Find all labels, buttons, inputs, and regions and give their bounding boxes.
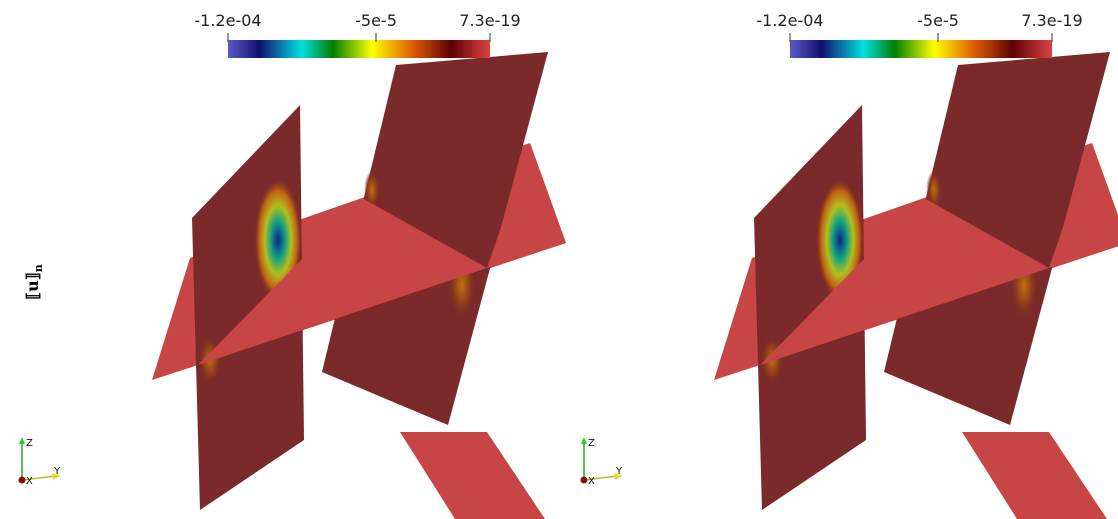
axis-label: Y xyxy=(615,466,623,477)
axis-z-head xyxy=(19,437,25,444)
label-subscript: n xyxy=(32,264,45,272)
axis-y xyxy=(583,475,619,481)
colorbar-label: -1.2e-04 xyxy=(194,11,261,30)
colorbar-label: -5e-5 xyxy=(917,11,959,30)
axis-label: X xyxy=(588,476,595,487)
panel: -1.2e-04 -5e-5 7.3e-19 Z X Y xyxy=(580,11,1118,519)
side-label-text: ⟦u⟧n xyxy=(23,264,45,299)
colorbar-label: -1.2e-04 xyxy=(756,11,823,30)
axes-triad: Z X Y xyxy=(580,437,623,487)
colorbar-label: -5e-5 xyxy=(355,11,397,30)
axis-label: Y xyxy=(53,466,61,477)
axis-y-head xyxy=(52,473,60,480)
colorbar xyxy=(790,40,1052,58)
label-main: ⟦u⟧ xyxy=(23,272,42,299)
axes-triad: Z X Y xyxy=(18,437,61,487)
axis-x xyxy=(580,476,588,484)
axis-label: X xyxy=(26,476,33,487)
axis-x xyxy=(18,476,26,484)
scene xyxy=(714,52,1118,519)
side-label: ⟦u⟧n xyxy=(23,264,45,299)
axis-z-head xyxy=(581,437,587,444)
panel: -1.2e-04 -5e-5 7.3e-19 Z X Y xyxy=(18,11,566,519)
scene xyxy=(152,52,566,519)
axis-label: Z xyxy=(588,438,595,449)
colorbar-label: 7.3e-19 xyxy=(1021,11,1082,30)
axis-label: Z xyxy=(26,438,33,449)
colorbar-label: 7.3e-19 xyxy=(459,11,520,30)
colorbar xyxy=(228,40,490,58)
axis-y-head xyxy=(614,473,622,480)
axis-y xyxy=(21,475,57,481)
